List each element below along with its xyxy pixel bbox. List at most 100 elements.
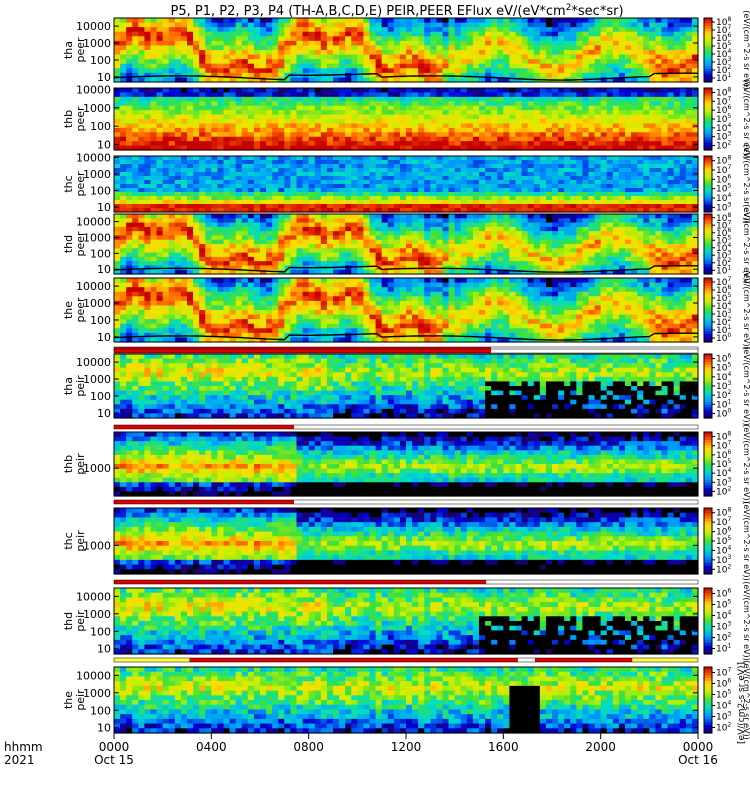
heatmap-cell — [679, 188, 687, 193]
heatmap-cell — [503, 160, 511, 165]
heatmap-cell — [278, 68, 285, 74]
heatmap-cell — [485, 184, 492, 189]
heatmap-cell — [278, 164, 285, 169]
heatmap-cell — [588, 145, 596, 151]
heatmap-cell — [320, 63, 328, 69]
heatmap-cell — [235, 188, 243, 193]
heatmap-cell — [326, 127, 334, 133]
heatmap-cell — [369, 132, 377, 138]
heatmap-cell — [576, 127, 584, 133]
heatmap-cell — [223, 36, 231, 42]
heatmap-cell — [290, 239, 298, 245]
colorbar-tick-exponent: 4 — [727, 192, 731, 199]
heatmap-cell — [247, 101, 255, 107]
colorbar-cell — [704, 137, 712, 141]
heatmap-cell — [655, 18, 663, 24]
heatmap-cell — [375, 184, 383, 189]
heatmap-cell — [193, 196, 200, 201]
heatmap-cell — [588, 77, 596, 83]
heatmap-cell — [296, 252, 304, 258]
heatmap-cell — [211, 88, 219, 94]
heatmap-cell — [193, 200, 200, 205]
heatmap-cell — [120, 72, 127, 79]
heatmap-cell — [515, 136, 523, 142]
heatmap-cell — [333, 127, 340, 133]
heatmap-cell — [424, 208, 431, 213]
heatmap-cell — [509, 204, 517, 209]
heatmap-cell — [691, 184, 699, 189]
heatmap-cell — [631, 36, 638, 42]
heatmap-cell — [515, 36, 523, 42]
heatmap-cell — [272, 36, 279, 42]
heatmap-cell — [393, 63, 401, 69]
heatmap-cell — [333, 27, 340, 33]
heatmap-cell — [326, 176, 334, 181]
heatmap-cell — [393, 204, 401, 209]
heatmap-cell — [363, 92, 371, 98]
heatmap-cell — [211, 114, 219, 120]
heatmap-cell — [558, 59, 565, 65]
heatmap-cell — [691, 208, 699, 213]
heatmap-cell — [326, 101, 334, 107]
heatmap-cell — [600, 77, 608, 83]
heatmap-cell — [247, 244, 255, 249]
colorbar-cell — [704, 58, 712, 62]
heatmap-cell — [290, 172, 298, 177]
heatmap-cell — [223, 180, 231, 185]
heatmap-cell — [436, 63, 444, 69]
heatmap-cell — [284, 176, 292, 181]
heatmap-cell — [120, 256, 127, 262]
heatmap-cell — [211, 180, 219, 185]
heatmap-cell — [631, 63, 638, 69]
heatmap-cell — [120, 31, 127, 37]
heatmap-cell — [211, 136, 219, 142]
heatmap-cell — [272, 136, 279, 142]
heatmap-cell — [296, 168, 304, 173]
heatmap-cell — [260, 196, 267, 201]
heatmap-cell — [503, 88, 511, 94]
heatmap-cell — [527, 176, 535, 181]
colorbar-cell — [704, 158, 712, 162]
heatmap-cell — [375, 261, 383, 267]
heatmap-cell — [205, 136, 212, 142]
heatmap-cell — [625, 123, 632, 129]
heatmap-cell — [308, 45, 316, 51]
heatmap-cell — [625, 18, 632, 24]
heatmap-cell — [314, 204, 322, 209]
heatmap-cell — [156, 40, 164, 47]
heatmap-cell — [503, 136, 511, 142]
heatmap-cell — [247, 22, 255, 28]
heatmap-cell — [539, 192, 547, 197]
heatmap-cell — [582, 50, 590, 56]
heatmap-cell — [412, 218, 419, 224]
heatmap-cell — [333, 244, 340, 249]
heatmap-cell — [260, 88, 267, 94]
heatmap-cell — [357, 156, 365, 161]
heatmap-cell — [606, 145, 614, 151]
heatmap-cell — [393, 22, 401, 28]
heatmap-cell — [691, 200, 699, 205]
heatmap-cell — [606, 196, 614, 201]
heatmap-cell — [454, 145, 462, 151]
heatmap-cell — [369, 168, 377, 173]
heatmap-cell — [594, 184, 602, 189]
heatmap-cell — [576, 119, 584, 125]
heatmap-cell — [333, 261, 340, 267]
heatmap-cell — [399, 204, 407, 209]
heatmap-cell — [539, 141, 547, 147]
heatmap-cell — [302, 88, 310, 94]
heatmap-cell — [247, 59, 255, 65]
heatmap-cell — [120, 114, 127, 120]
heatmap-cell — [649, 50, 657, 56]
heatmap-cell — [229, 31, 237, 37]
heatmap-cell — [527, 192, 535, 197]
heatmap-cell — [576, 105, 584, 111]
heatmap-cell — [144, 231, 152, 237]
heatmap-cell — [399, 68, 407, 74]
heatmap-cell — [314, 222, 322, 228]
heatmap-cell — [363, 164, 371, 169]
heatmap-cell — [272, 226, 279, 232]
heatmap-cell — [618, 40, 626, 47]
heatmap-cell — [387, 123, 395, 129]
heatmap-cell — [193, 235, 200, 241]
